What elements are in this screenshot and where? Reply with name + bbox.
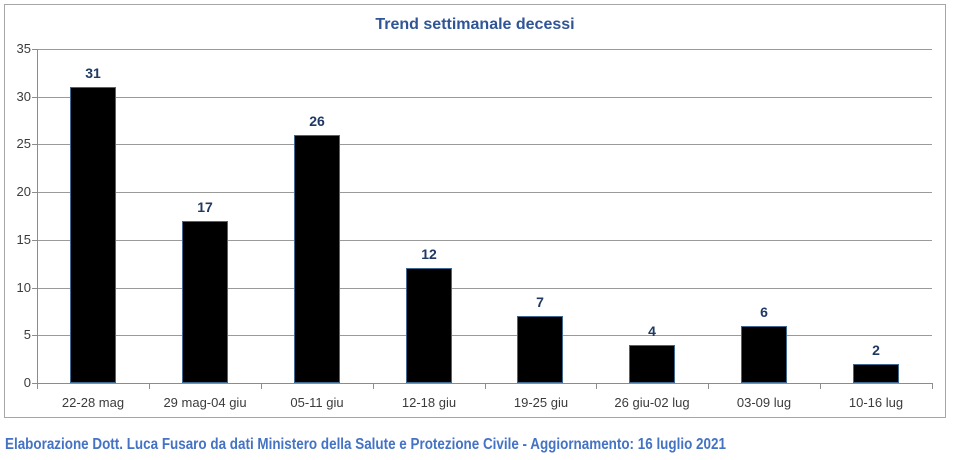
- x-tick: [261, 384, 262, 389]
- y-axis-label: 25: [16, 136, 31, 151]
- x-axis-line: [37, 383, 933, 384]
- x-axis-label: 22-28 mag: [61, 395, 125, 410]
- y-axis-label: 35: [16, 41, 31, 56]
- bar-value-label: 4: [648, 323, 656, 339]
- x-tick: [373, 384, 374, 389]
- y-axis-label: 5: [23, 327, 31, 342]
- bar: [70, 87, 116, 383]
- x-axis-label: 19-25 giu: [513, 395, 569, 410]
- y-tick: [32, 240, 37, 241]
- x-axis-label: 12-18 giu: [401, 395, 457, 410]
- bar-value-label: 6: [760, 304, 768, 320]
- footer-credit-text: Elaborazione Dott. Luca Fusaro da dati M…: [5, 436, 726, 453]
- gridline: [37, 240, 932, 241]
- bar: [406, 268, 452, 383]
- bar: [517, 316, 563, 383]
- x-axis-label: 29 mag-04 giu: [163, 395, 247, 410]
- y-tick: [32, 383, 37, 384]
- y-tick: [32, 335, 37, 336]
- chart-container: Trend settimanale decessi 0 5 10 15 20 25 30 35…: [4, 4, 946, 418]
- x-axis-label: 05-11 giu: [290, 395, 344, 410]
- y-axis-label: 30: [16, 89, 31, 104]
- gridline: [37, 335, 932, 336]
- y-tick: [32, 288, 37, 289]
- y-axis-line: [37, 49, 38, 384]
- x-tick: [932, 384, 933, 389]
- y-tick: [32, 144, 37, 145]
- gridline: [37, 288, 932, 289]
- x-tick: [37, 384, 38, 389]
- y-tick: [32, 49, 37, 50]
- x-axis-label: 26 giu-02 lug: [614, 395, 690, 410]
- bar-value-label: 7: [536, 294, 544, 310]
- x-tick: [708, 384, 709, 389]
- x-axis-label: 10-16 lug: [848, 395, 904, 410]
- bar-value-label: 2: [872, 342, 880, 358]
- gridline: [37, 49, 932, 50]
- bar-value-label: 17: [197, 199, 213, 215]
- x-tick: [820, 384, 821, 389]
- bar: [294, 135, 340, 383]
- gridline: [37, 97, 932, 98]
- bar: [629, 345, 675, 383]
- bar: [853, 364, 899, 383]
- y-axis-label: 0: [23, 375, 31, 390]
- bar-value-label: 31: [85, 65, 101, 81]
- bar: [741, 326, 787, 383]
- x-tick: [596, 384, 597, 389]
- bar: [182, 221, 228, 383]
- gridline: [37, 144, 932, 145]
- y-axis-label: 15: [16, 232, 31, 247]
- y-axis-label: 10: [16, 280, 31, 295]
- y-tick: [32, 97, 37, 98]
- x-tick: [149, 384, 150, 389]
- gridline: [37, 192, 932, 193]
- bar-value-label: 12: [421, 246, 437, 262]
- x-axis-label: 03-09 lug: [736, 395, 792, 410]
- chart-title: Trend settimanale decessi: [375, 16, 575, 33]
- x-tick: [485, 384, 486, 389]
- y-tick: [32, 192, 37, 193]
- bar-value-label: 26: [309, 113, 325, 129]
- y-axis-label: 20: [16, 184, 31, 199]
